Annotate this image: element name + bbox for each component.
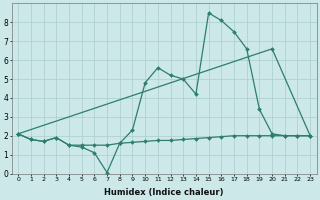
X-axis label: Humidex (Indice chaleur): Humidex (Indice chaleur) [104,188,224,197]
